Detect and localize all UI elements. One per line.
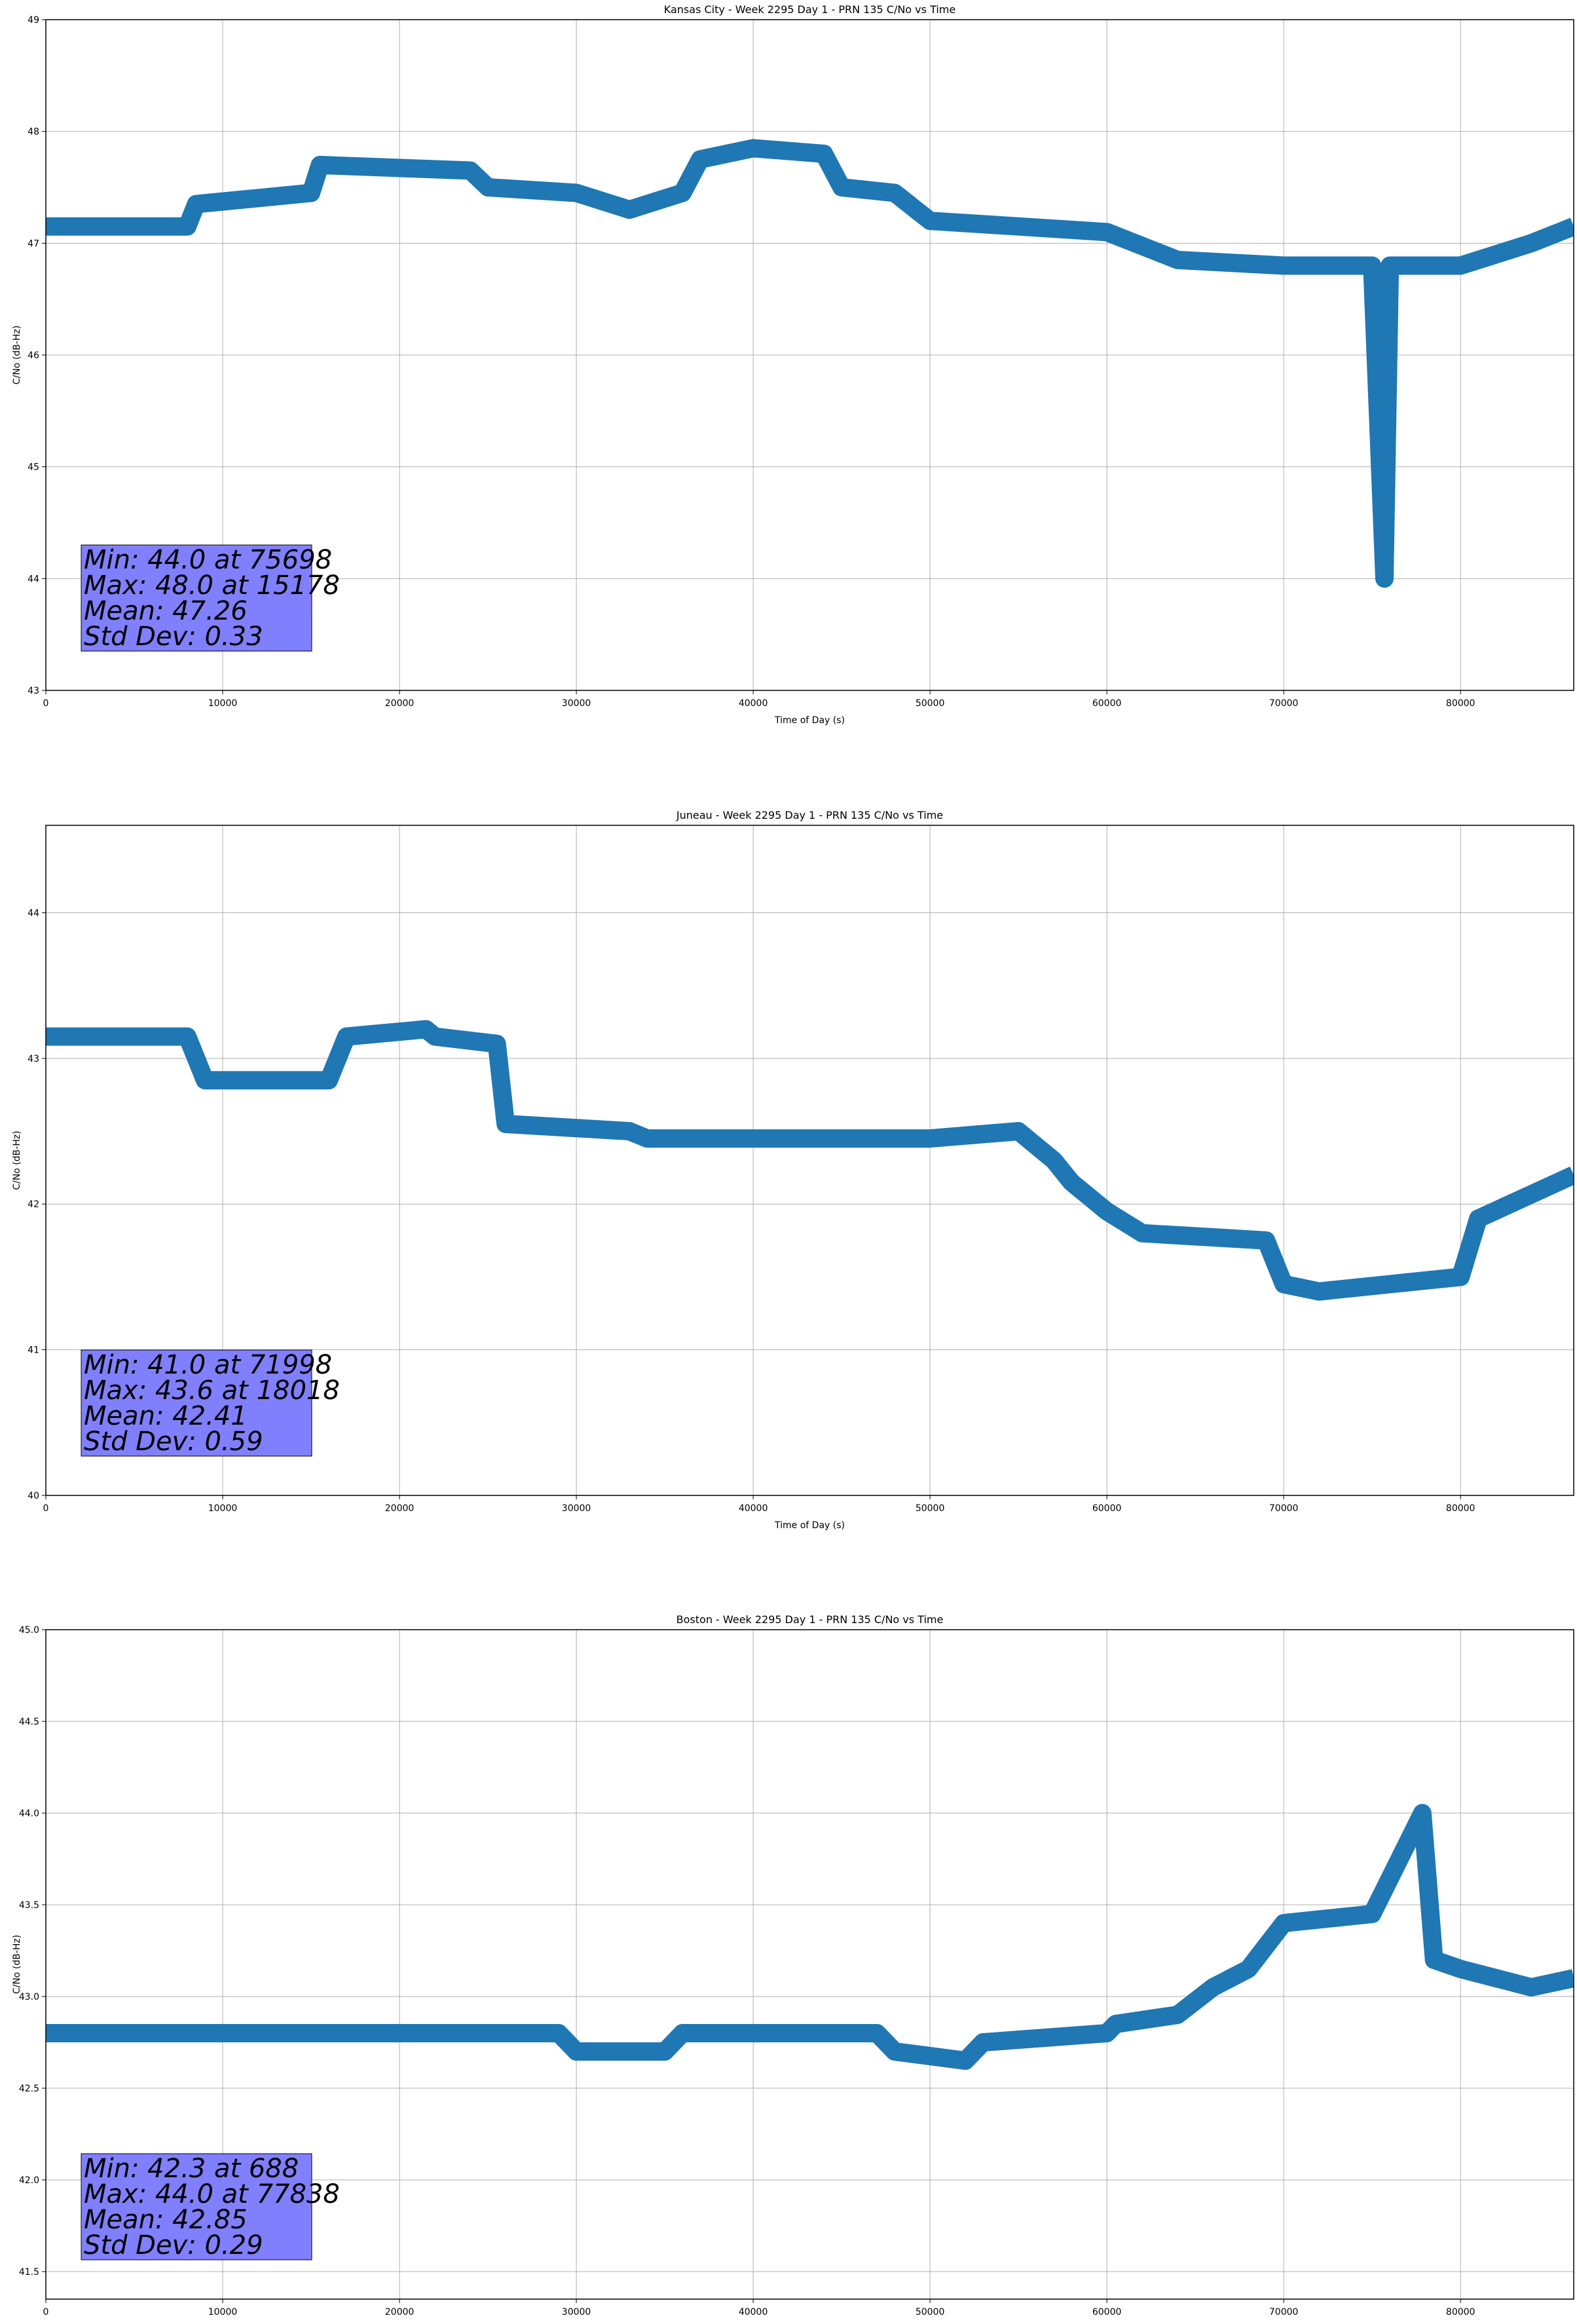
x-tick-label: 20000 <box>385 698 415 709</box>
stats-line: Std Dev: 0.29 <box>84 2230 263 2260</box>
chart-title: Juneau - Week 2295 Day 1 - PRN 135 C/No … <box>676 809 943 821</box>
y-tick-label: 43.5 <box>19 1900 39 1911</box>
x-tick-label: 70000 <box>1269 1503 1299 1514</box>
stats-box <box>81 1349 312 1457</box>
stats-line: Min: 42.3 at 688 <box>84 2154 299 2184</box>
x-tick-label: 10000 <box>208 2307 238 2317</box>
stats-box <box>81 544 312 652</box>
y-tick-label: 49 <box>28 15 39 26</box>
y-tick-label: 41 <box>28 1345 39 1356</box>
stats-line: Min: 41.0 at 71998 <box>84 1350 332 1380</box>
x-tick-label: 60000 <box>1092 698 1122 709</box>
x-tick-label: 0 <box>43 1503 49 1514</box>
x-tick-label: 50000 <box>916 1503 945 1514</box>
series-line <box>46 1804 1574 2070</box>
stats-line: Max: 48.0 at 15178 <box>84 571 340 601</box>
chart-boston: Boston - Week 2295 Day 1 - PRN 135 C/No … <box>12 1613 1574 2317</box>
x-tick-label: 10000 <box>208 698 238 709</box>
x-tick-label: 80000 <box>1446 1503 1475 1514</box>
x-tick-label: 0 <box>43 2307 49 2317</box>
chart-kansas-city: Kansas City - Week 2295 Day 1 - PRN 135 … <box>12 3 1574 726</box>
x-tick-label: 70000 <box>1269 698 1299 709</box>
x-axis-label: Time of Day (s) <box>774 1520 845 1531</box>
plot-frame <box>45 825 1574 1496</box>
plot-frame <box>45 19 1574 691</box>
plot-frame <box>45 1629 1574 2300</box>
x-tick-label: 60000 <box>1092 2307 1122 2317</box>
y-tick-label: 44.5 <box>19 1717 39 1727</box>
x-tick-label: 50000 <box>916 2307 945 2317</box>
y-axis-label: C/No (dB-Hz) <box>12 1131 22 1190</box>
x-tick-label: 40000 <box>739 1503 768 1514</box>
stats-line: Mean: 42.85 <box>84 2205 248 2235</box>
x-tick-label: 60000 <box>1092 1503 1122 1514</box>
y-tick-label: 40 <box>28 1491 39 1501</box>
x-tick-label: 80000 <box>1446 2307 1475 2317</box>
y-tick-label: 43 <box>28 1054 39 1064</box>
series-line <box>46 1020 1574 1301</box>
y-tick-label: 47 <box>28 238 39 249</box>
x-tick-label: 10000 <box>208 1503 238 1514</box>
y-tick-label: 41.5 <box>19 2267 39 2277</box>
x-tick-label: 40000 <box>739 698 768 709</box>
x-tick-label: 20000 <box>385 1503 415 1514</box>
stats-line: Mean: 42.41 <box>84 1401 248 1431</box>
stats-line: Std Dev: 0.59 <box>84 1427 263 1457</box>
y-tick-label: 42.0 <box>19 2175 39 2186</box>
x-tick-label: 30000 <box>562 698 591 709</box>
y-tick-label: 43.0 <box>19 1992 39 2002</box>
stats-line: Min: 44.0 at 75698 <box>84 545 332 575</box>
y-axis-label: C/No (dB-Hz) <box>12 1935 22 1994</box>
x-tick-label: 30000 <box>562 2307 591 2317</box>
y-tick-label: 44 <box>28 574 39 584</box>
stats-box <box>81 2153 312 2260</box>
y-tick-label: 44 <box>28 908 39 918</box>
stats-line: Max: 43.6 at 18018 <box>84 1376 340 1406</box>
y-tick-label: 46 <box>28 350 39 361</box>
chart-title: Boston - Week 2295 Day 1 - PRN 135 C/No … <box>677 1613 944 1626</box>
x-tick-label: 40000 <box>739 2307 768 2317</box>
y-tick-label: 45 <box>28 462 39 473</box>
y-tick-label: 42.5 <box>19 2084 39 2094</box>
y-tick-label: 45.0 <box>19 1625 39 1636</box>
stats-line: Std Dev: 0.33 <box>84 622 263 652</box>
x-tick-label: 30000 <box>562 1503 591 1514</box>
chart-title: Kansas City - Week 2295 Day 1 - PRN 135 … <box>664 3 955 16</box>
x-tick-label: 20000 <box>385 2307 415 2317</box>
x-axis-label: Time of Day (s) <box>774 715 845 726</box>
series-line <box>46 139 1574 588</box>
y-tick-label: 43 <box>28 686 39 696</box>
x-tick-label: 50000 <box>916 698 945 709</box>
x-tick-label: 70000 <box>1269 2307 1299 2317</box>
y-tick-label: 44.0 <box>19 1809 39 1819</box>
stats-line: Mean: 47.26 <box>84 596 248 626</box>
y-tick-label: 42 <box>28 1199 39 1210</box>
y-axis-label: C/No (dB-Hz) <box>12 326 22 384</box>
chart-juneau: Juneau - Week 2295 Day 1 - PRN 135 C/No … <box>12 809 1574 1531</box>
y-tick-label: 48 <box>28 127 39 138</box>
x-tick-label: 0 <box>43 698 49 709</box>
x-tick-label: 80000 <box>1446 698 1475 709</box>
stats-line: Max: 44.0 at 77838 <box>84 2179 340 2209</box>
